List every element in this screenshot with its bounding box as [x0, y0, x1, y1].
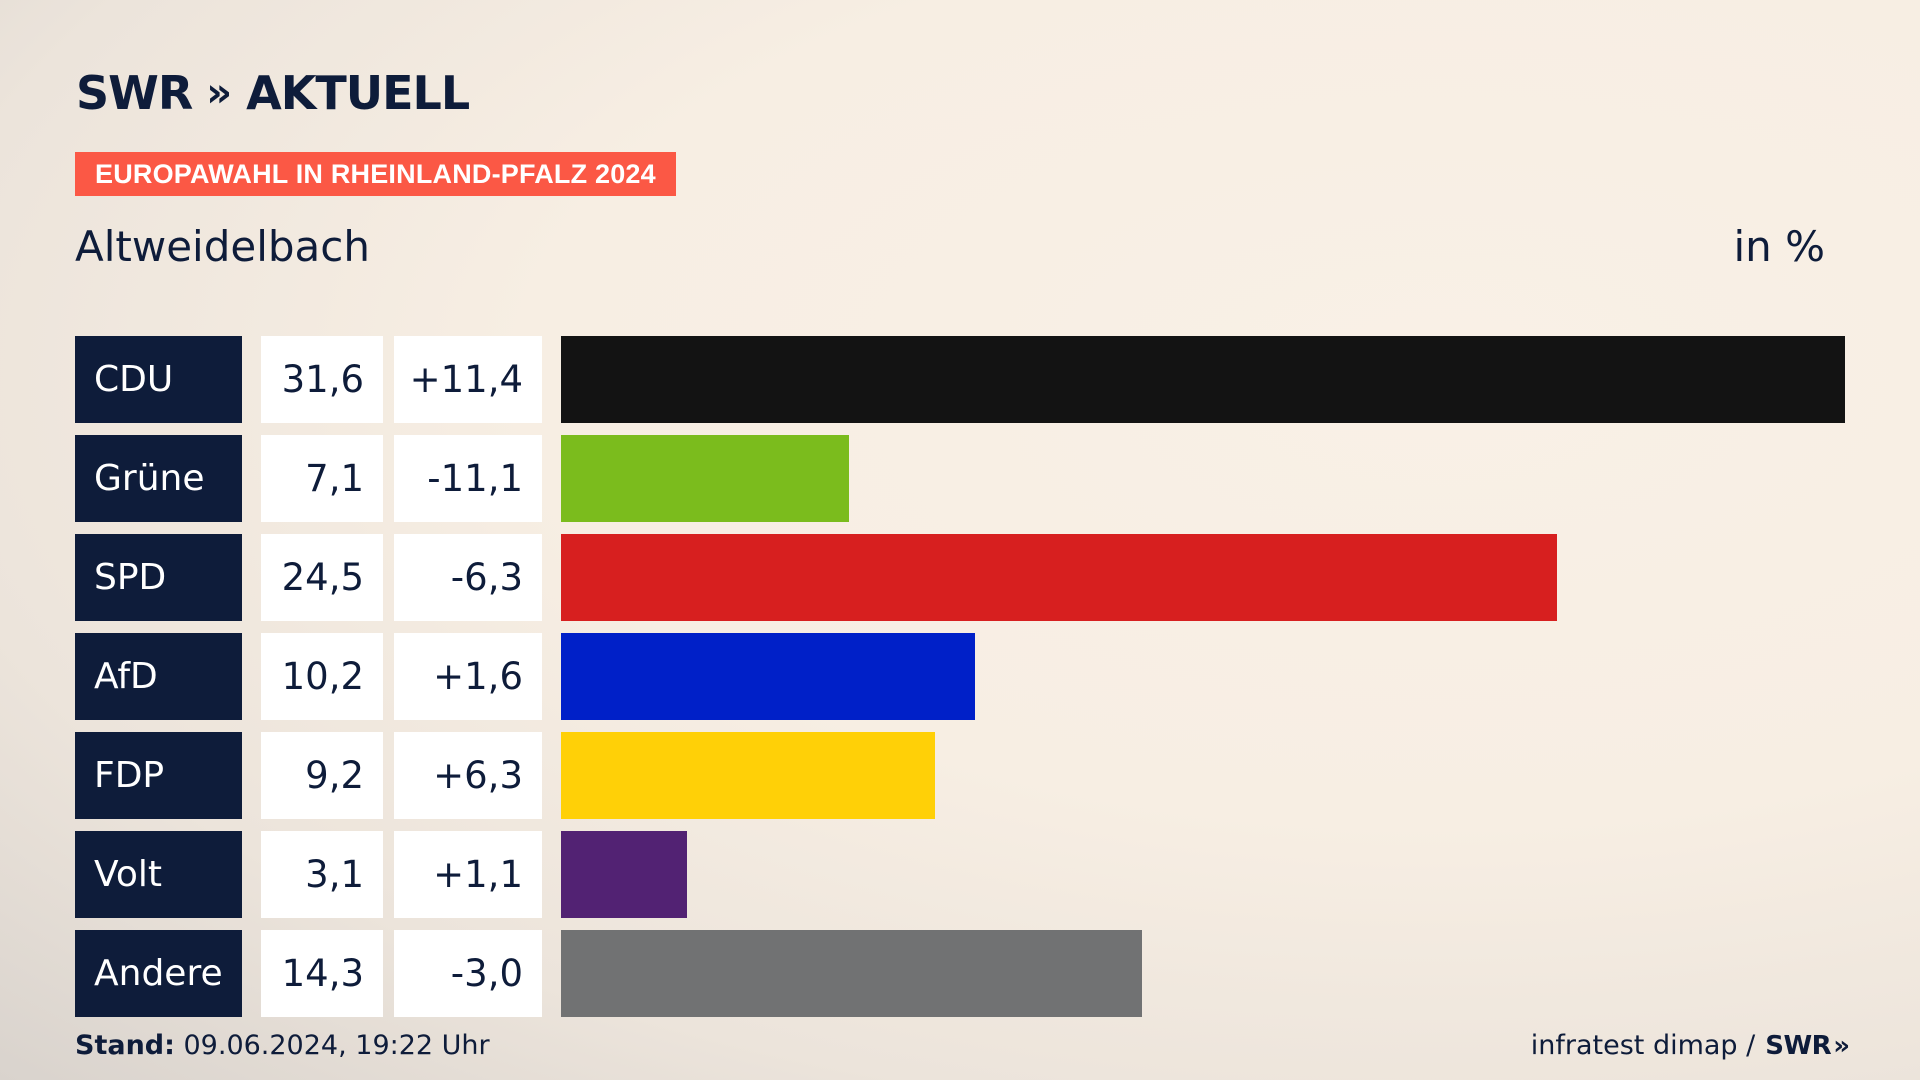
value-label: 31,6: [261, 336, 383, 423]
party-label: CDU: [75, 336, 242, 423]
result-row: Andere 14,3 -3,0: [75, 930, 1845, 1017]
result-row: CDU 31,6 +11,4: [75, 336, 1845, 423]
result-row: AfD 10,2 +1,6: [75, 633, 1845, 720]
bar-grne: [561, 435, 849, 522]
stand-label: Stand:: [75, 1030, 175, 1061]
result-row: Volt 3,1 +1,1: [75, 831, 1845, 918]
place-title: Altweidelbach: [75, 222, 371, 271]
source-text: infratest dimap /: [1530, 1030, 1756, 1061]
chevron-icon: »: [1833, 1031, 1850, 1061]
diff-label: +1,6: [394, 633, 542, 720]
source-credit: infratest dimap / SWR»: [1530, 1030, 1850, 1061]
result-row: FDP 9,2 +6,3: [75, 732, 1845, 819]
diff-label: +11,4: [394, 336, 542, 423]
brand-name: SWR: [76, 66, 193, 120]
value-label: 24,5: [261, 534, 383, 621]
bar-volt: [561, 831, 687, 918]
value-label: 7,1: [261, 435, 383, 522]
brand-product: AKTUELL: [246, 66, 470, 120]
party-label: Andere: [75, 930, 242, 1017]
election-tag: EUROPAWAHL IN RHEINLAND-PFALZ 2024: [75, 152, 676, 196]
swr-logo-small: SWR»: [1765, 1031, 1850, 1061]
diff-label: +6,3: [394, 732, 542, 819]
result-row: Grüne 7,1 -11,1: [75, 435, 1845, 522]
bar-spd: [561, 534, 1557, 621]
diff-label: -3,0: [394, 930, 542, 1017]
value-label: 14,3: [261, 930, 383, 1017]
bar-cdu: [561, 336, 1845, 423]
diff-label: -11,1: [394, 435, 542, 522]
party-label: Grüne: [75, 435, 242, 522]
party-label: AfD: [75, 633, 242, 720]
stand-value: 09.06.2024, 19:22 Uhr: [174, 1030, 490, 1061]
swr-aktuell-logo: SWR » AKTUELL: [76, 66, 470, 120]
diff-label: +1,1: [394, 831, 542, 918]
party-label: FDP: [75, 732, 242, 819]
timestamp: Stand: 09.06.2024, 19:22 Uhr: [75, 1030, 490, 1061]
chevron-icon: »: [206, 70, 232, 116]
bar-afd: [561, 633, 975, 720]
value-label: 3,1: [261, 831, 383, 918]
bar-andere: [561, 930, 1142, 1017]
value-label: 9,2: [261, 732, 383, 819]
party-label: SPD: [75, 534, 242, 621]
party-label: Volt: [75, 831, 242, 918]
source-brand: SWR: [1765, 1031, 1832, 1061]
value-label: 10,2: [261, 633, 383, 720]
result-row: SPD 24,5 -6,3: [75, 534, 1845, 621]
diff-label: -6,3: [394, 534, 542, 621]
unit-label: in %: [1733, 222, 1825, 271]
bar-fdp: [561, 732, 935, 819]
